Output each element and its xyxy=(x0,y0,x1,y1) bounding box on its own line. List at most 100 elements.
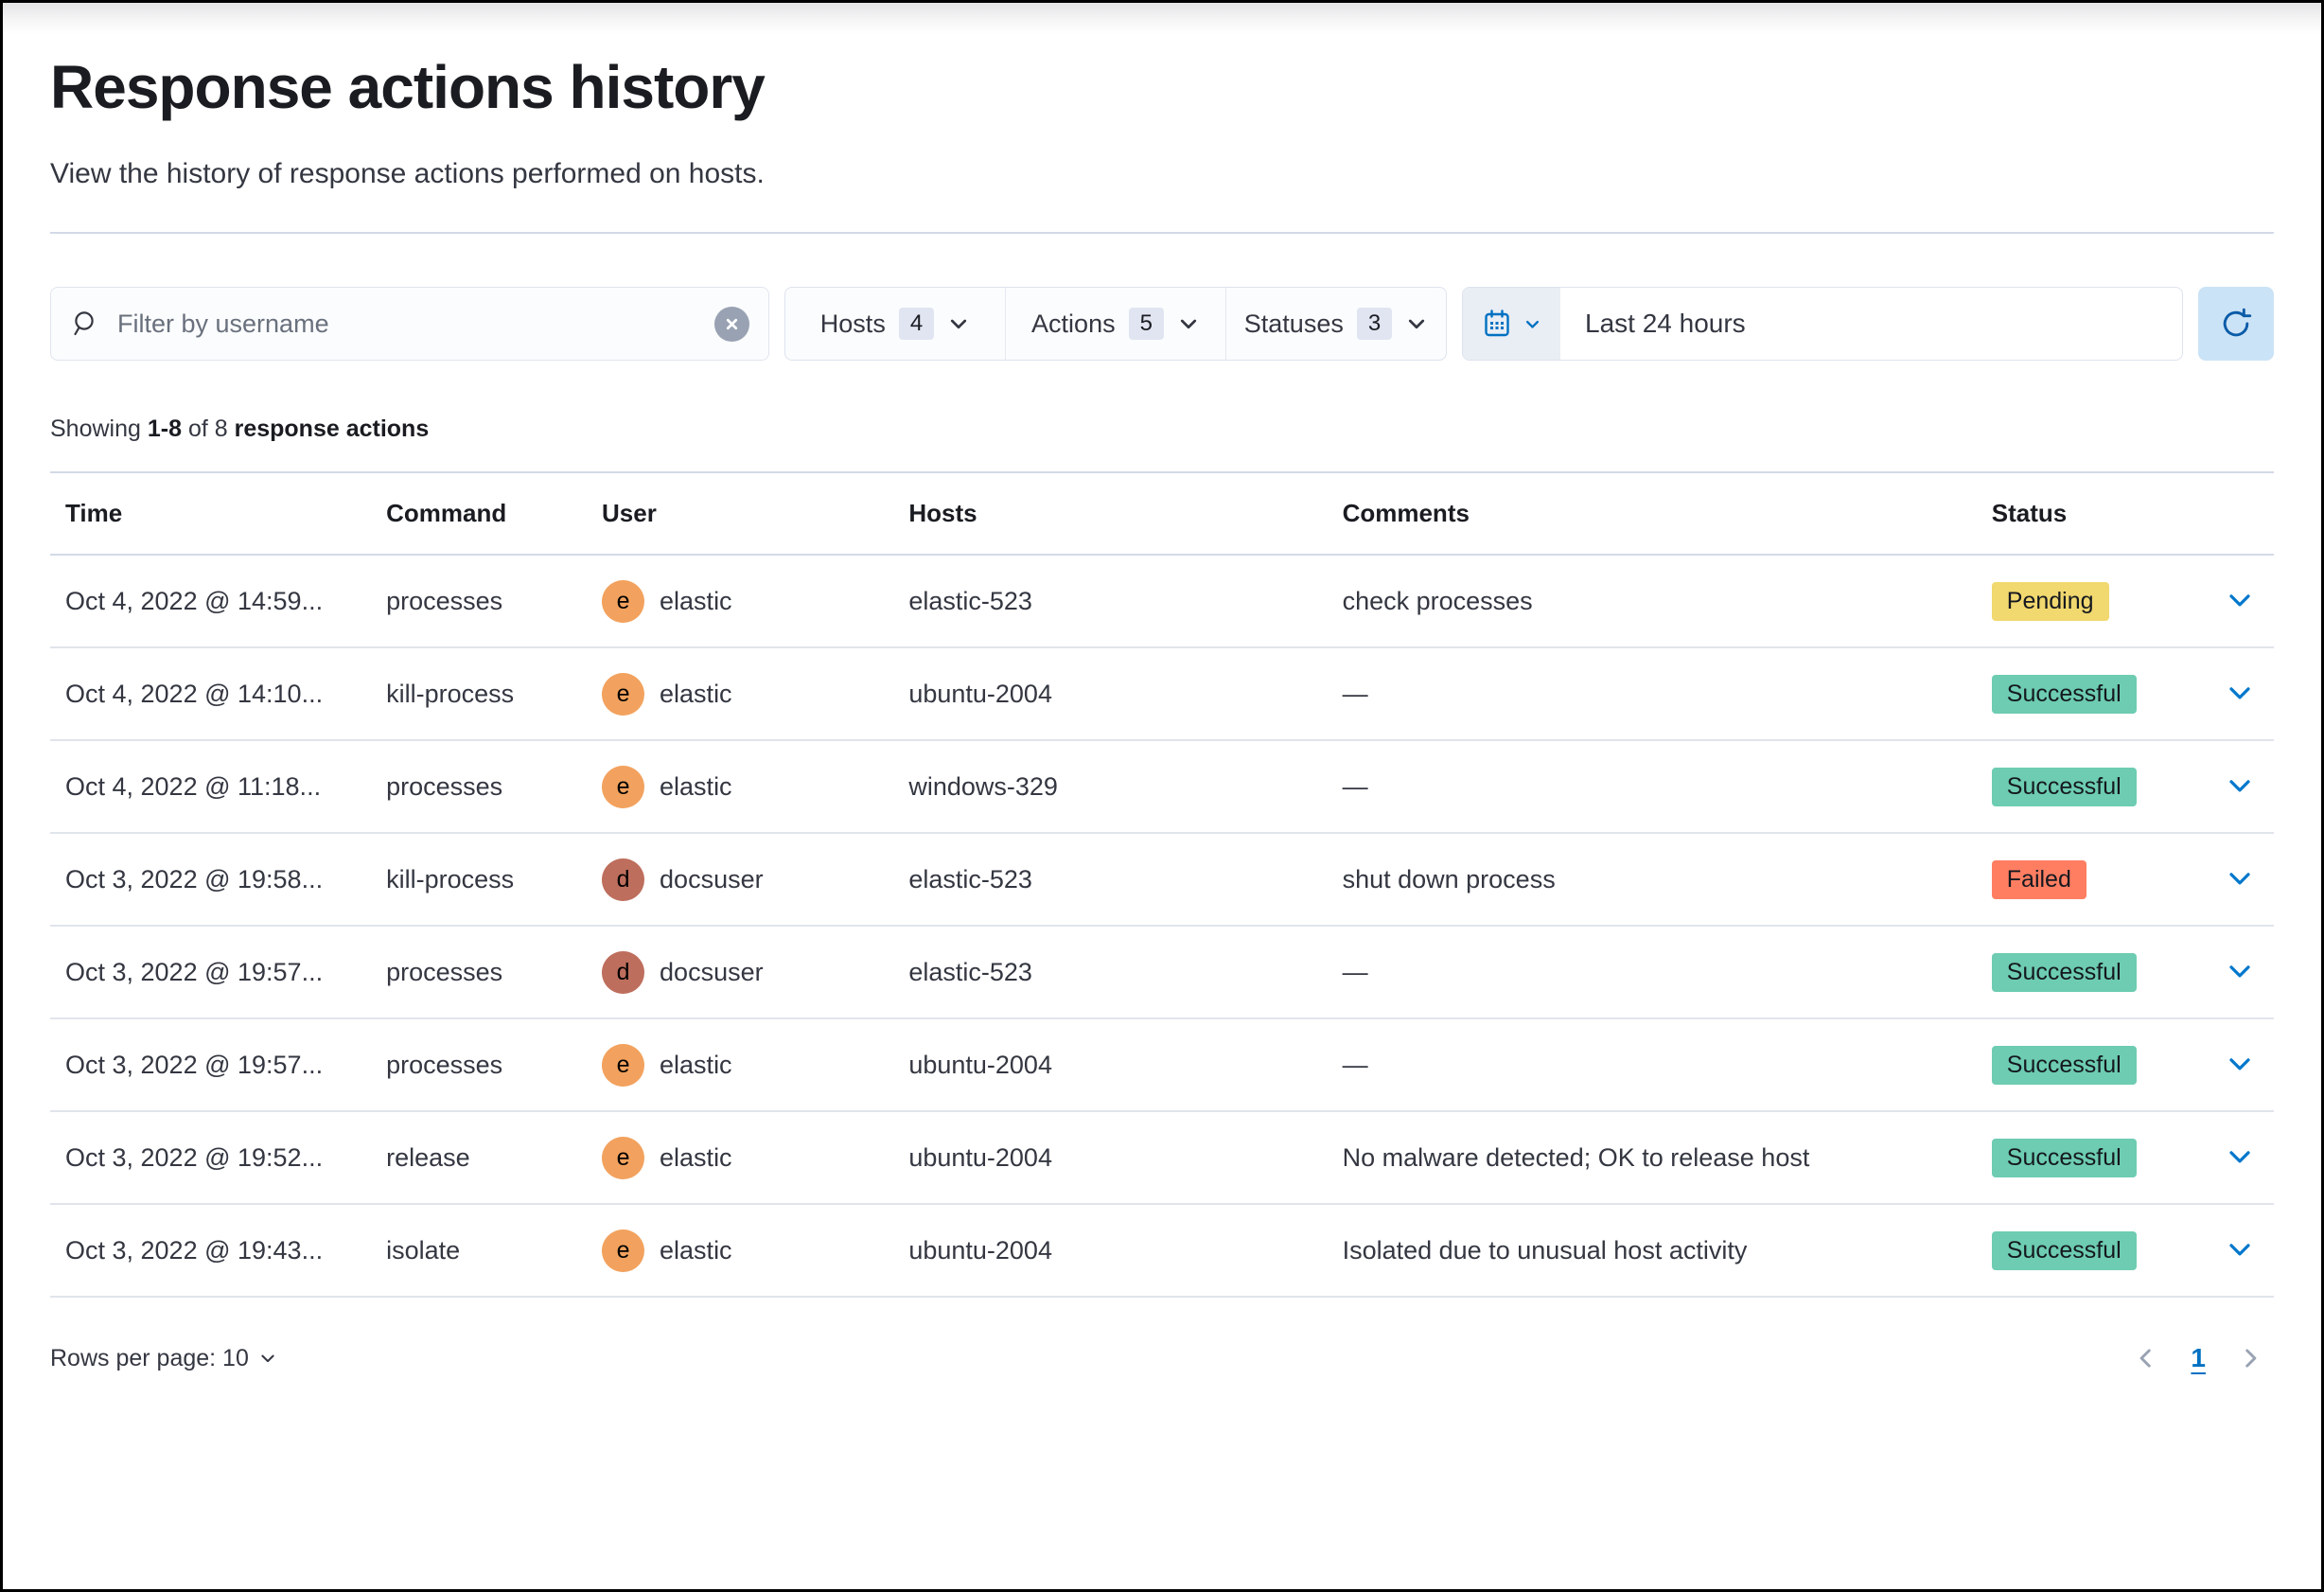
table-row: Oct 4, 2022 @ 14:59... processes e elast… xyxy=(50,555,2274,648)
expand-row-button[interactable] xyxy=(2222,1139,2258,1175)
username-value: docsuser xyxy=(660,864,764,893)
column-header-user: User xyxy=(590,471,898,556)
column-header-status: Status xyxy=(1980,471,2206,556)
avatar: e xyxy=(602,1229,645,1272)
expand-row-button[interactable] xyxy=(2222,1231,2258,1267)
expander-cell xyxy=(2205,1018,2274,1112)
username-value: elastic xyxy=(660,1235,732,1265)
statuses-filter-label: Statuses xyxy=(1243,309,1344,338)
date-quick-select-button[interactable] xyxy=(1463,288,1560,360)
avatar: e xyxy=(602,765,645,808)
command-value: isolate xyxy=(386,1235,461,1265)
summary-range: 1-8 xyxy=(147,416,182,442)
comment-value: shut down process xyxy=(1342,864,1556,893)
username-value: elastic xyxy=(660,1050,732,1079)
search-icon xyxy=(70,309,100,339)
page-number-1[interactable]: 1 xyxy=(2191,1343,2206,1372)
summary-suffix: response actions xyxy=(234,416,430,442)
chevron-left-icon xyxy=(2134,1346,2158,1371)
host-value: elastic-523 xyxy=(908,586,1032,615)
chevron-down-icon xyxy=(947,312,970,335)
status-cell: Successful xyxy=(1980,647,2206,741)
statuses-filter-button[interactable]: Statuses 3 xyxy=(1226,288,1446,360)
actions-filter-label: Actions xyxy=(1031,309,1116,338)
host-cell: ubuntu-2004 xyxy=(897,1204,1331,1298)
comment-value: check processes xyxy=(1342,586,1533,615)
command-value: release xyxy=(386,1142,470,1172)
expand-row-button[interactable] xyxy=(2222,675,2258,711)
search-box xyxy=(50,287,769,361)
rows-per-page-button[interactable]: Rows per page: 10 xyxy=(50,1345,277,1372)
user-cell: e elastic xyxy=(590,555,898,648)
comment-cell: No malware detected; OK to release host xyxy=(1330,1111,1981,1205)
time-value: Oct 4, 2022 @ 11:18... xyxy=(65,771,322,801)
table-body: Oct 4, 2022 @ 14:59... processes e elast… xyxy=(50,555,2274,1298)
avatar: e xyxy=(602,672,645,716)
expand-row-button[interactable] xyxy=(2222,1046,2258,1082)
search-input[interactable] xyxy=(117,309,697,339)
username-value: docsuser xyxy=(660,957,764,986)
close-icon xyxy=(724,316,740,332)
username-value: elastic xyxy=(660,1142,732,1172)
chevron-down-icon xyxy=(1523,315,1541,333)
expand-row-button[interactable] xyxy=(2222,582,2258,618)
table-row: Oct 3, 2022 @ 19:43... isolate e elastic… xyxy=(50,1204,2274,1298)
previous-page-button[interactable] xyxy=(2134,1346,2158,1371)
column-header-command: Command xyxy=(375,471,591,556)
command-value: processes xyxy=(386,957,503,986)
time-cell: Oct 3, 2022 @ 19:58... xyxy=(50,833,376,927)
command-value: processes xyxy=(386,586,503,615)
time-cell: Oct 4, 2022 @ 11:18... xyxy=(50,740,376,834)
expander-cell xyxy=(2205,555,2274,648)
comment-value: No malware detected; OK to release host xyxy=(1342,1142,1810,1172)
table-header-row: Time Command User Hosts Comments Status xyxy=(50,471,2274,556)
time-cell: Oct 4, 2022 @ 14:59... xyxy=(50,555,376,648)
expand-row-button[interactable] xyxy=(2222,860,2258,896)
next-page-button[interactable] xyxy=(2238,1346,2262,1371)
command-cell: processes xyxy=(375,740,591,834)
results-summary: Showing 1-8 of 8 response actions xyxy=(50,416,2274,443)
chevron-down-icon xyxy=(2226,586,2254,614)
expand-row-button[interactable] xyxy=(2222,953,2258,989)
avatar: e xyxy=(602,579,645,623)
time-value: Oct 3, 2022 @ 19:57... xyxy=(65,1050,324,1079)
status-badge: Pending xyxy=(1991,581,2109,621)
time-cell: Oct 3, 2022 @ 19:52... xyxy=(50,1111,376,1205)
chevron-down-icon xyxy=(2226,1142,2254,1171)
comment-cell: — xyxy=(1330,926,1981,1019)
chevron-down-icon xyxy=(2226,771,2254,800)
username-value: elastic xyxy=(660,679,732,708)
table-row: Oct 4, 2022 @ 11:18... processes e elast… xyxy=(50,740,2274,834)
refresh-button[interactable] xyxy=(2198,287,2274,361)
username-value: elastic xyxy=(660,771,732,801)
actions-filter-button[interactable]: Actions 5 xyxy=(1006,288,1226,360)
command-cell: processes xyxy=(375,926,591,1019)
avatar: d xyxy=(602,950,645,994)
table-row: Oct 4, 2022 @ 14:10... kill-process e el… xyxy=(50,647,2274,741)
time-value: Oct 3, 2022 @ 19:58... xyxy=(65,864,324,893)
host-value: windows-329 xyxy=(908,771,1058,801)
comment-value: — xyxy=(1342,957,1368,986)
time-cell: Oct 3, 2022 @ 19:57... xyxy=(50,1018,376,1112)
host-value: ubuntu-2004 xyxy=(908,1235,1052,1265)
statuses-count-badge: 3 xyxy=(1356,308,1393,340)
date-range-value[interactable]: Last 24 hours xyxy=(1585,309,1746,338)
comment-cell: — xyxy=(1330,647,1981,741)
status-badge: Successful xyxy=(1991,674,2137,714)
time-cell: Oct 4, 2022 @ 14:10... xyxy=(50,647,376,741)
hosts-count-badge: 4 xyxy=(898,308,935,340)
pagination-bar: Rows per page: 10 1 xyxy=(50,1343,2274,1373)
user-cell: e elastic xyxy=(590,1111,898,1205)
host-value: ubuntu-2004 xyxy=(908,1050,1052,1079)
expand-row-button[interactable] xyxy=(2222,768,2258,804)
status-cell: Successful xyxy=(1980,1204,2206,1298)
comment-cell: — xyxy=(1330,740,1981,834)
filter-bar: Hosts 4 Actions 5 Statuses 3 xyxy=(50,287,2274,361)
time-value: Oct 3, 2022 @ 19:43... xyxy=(65,1235,324,1265)
calendar-icon xyxy=(1482,309,1512,339)
hosts-filter-button[interactable]: Hosts 4 xyxy=(785,288,1006,360)
user-cell: e elastic xyxy=(590,740,898,834)
clear-search-button[interactable] xyxy=(714,306,749,342)
command-cell: release xyxy=(375,1111,591,1205)
command-value: processes xyxy=(386,1050,503,1079)
